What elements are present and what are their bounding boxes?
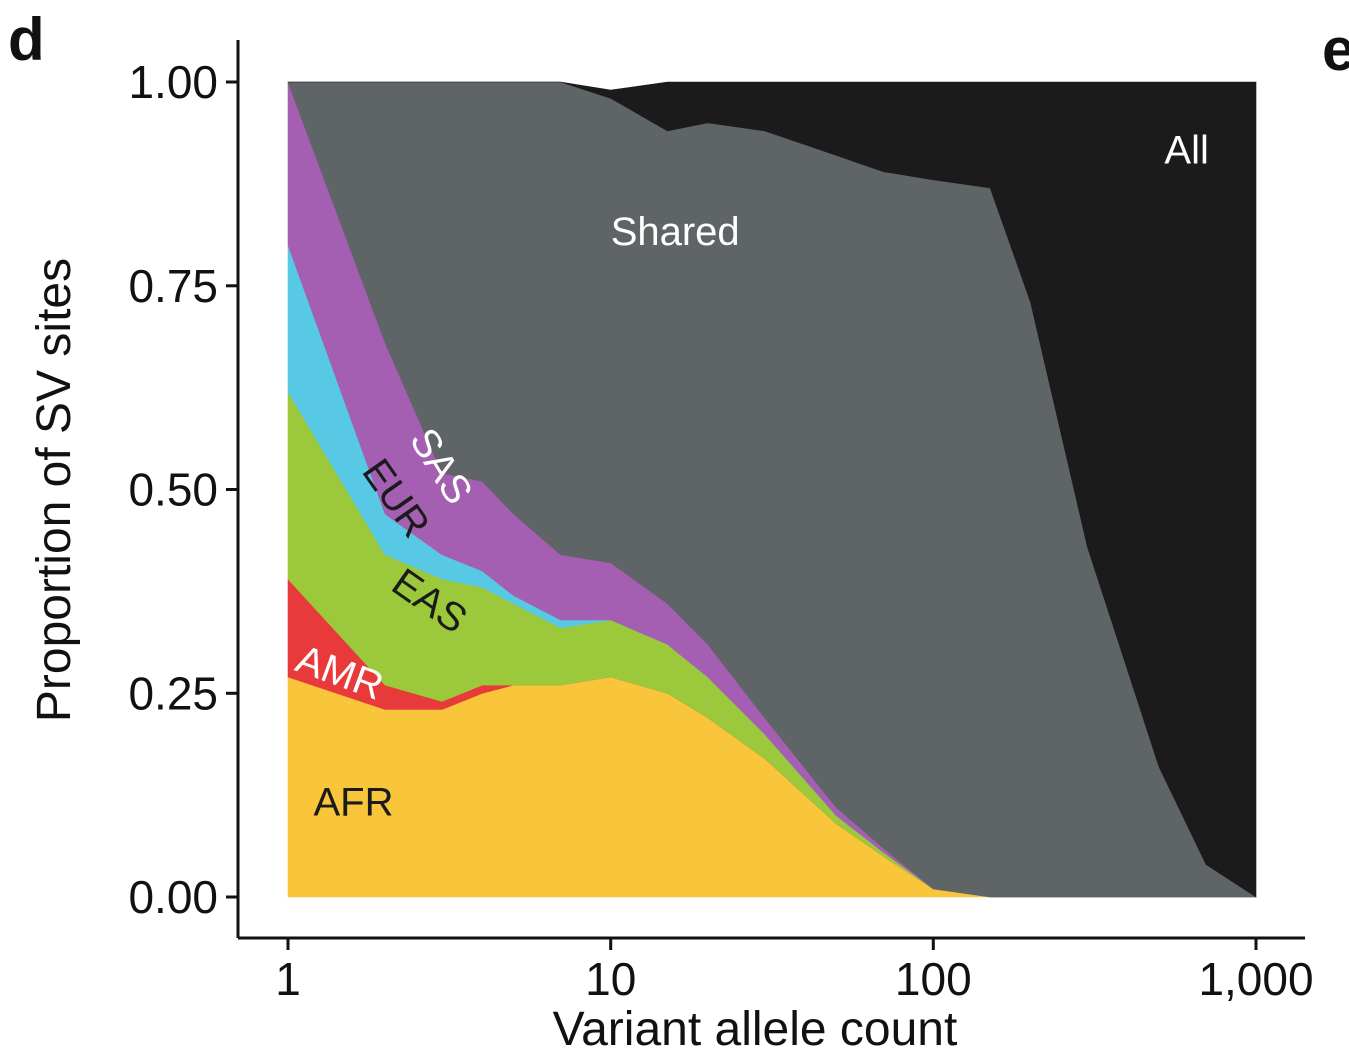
panel-letter-e: e [1322,16,1349,83]
panel-letter-d: d [8,6,45,73]
y-axis-title: Proportion of SV sites [28,258,81,722]
y-tick-label: 0.50 [128,464,218,516]
y-ticks: 0.00 0.25 0.50 0.75 1.00 [128,56,238,923]
region-label-all: All [1164,129,1208,173]
area-all [288,81,1257,898]
y-tick-label: 1.00 [128,56,218,108]
region-label-afr: AFR [314,781,394,825]
x-tick-label: 1,000 [1198,953,1313,1005]
y-tick-label: 0.25 [128,667,218,719]
x-axis-title: Variant allele count [553,1003,958,1056]
x-tick-label: 100 [895,953,972,1005]
region-label-shared: Shared [611,210,740,254]
area-layers [287,81,1258,898]
y-tick-label: 0.75 [128,260,218,312]
x-ticks: 1 10 100 1,000 [275,938,1314,1005]
y-tick-label: 0.00 [128,871,218,923]
x-tick-label: 1 [275,953,301,1005]
x-tick-label: 10 [585,953,636,1005]
